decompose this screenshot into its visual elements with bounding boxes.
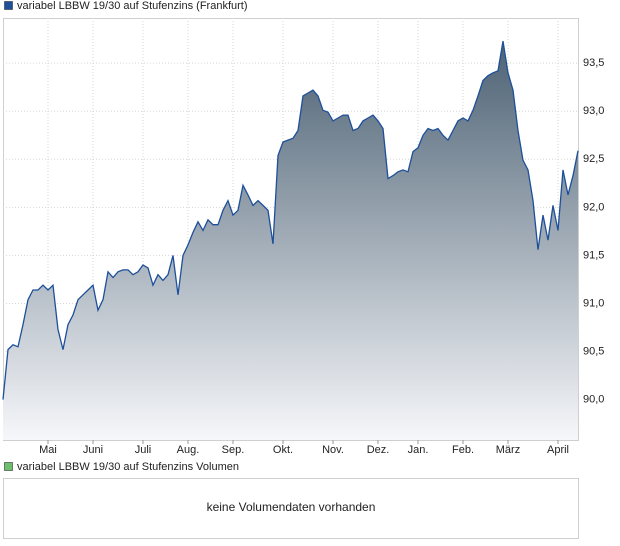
x-tick-label: Jan. [408, 444, 429, 456]
x-tick-label: Nov. [322, 444, 344, 456]
legend-label: variabel LBBW 19/30 auf Stufenzins Volum… [17, 461, 239, 473]
area-fill [3, 41, 578, 440]
legend-swatch [4, 462, 13, 471]
y-tick-label: 93,5 [583, 57, 604, 69]
legend-label: variabel LBBW 19/30 auf Stufenzins (Fran… [17, 0, 248, 12]
x-tick-label: Mai [39, 444, 57, 456]
y-tick-label: 90,5 [583, 345, 604, 357]
x-tick-label: Okt. [273, 444, 293, 456]
volume-frame [3, 478, 579, 539]
y-tick-label: 90,0 [583, 394, 604, 406]
x-tick-label: März [496, 444, 520, 456]
y-tick-label: 92,5 [583, 153, 604, 165]
x-tick-label: April [547, 444, 569, 456]
y-tick-label: 93,0 [583, 105, 604, 117]
x-tick-label: Aug. [177, 444, 200, 456]
x-tick-label: Juni [83, 444, 103, 456]
x-tick-label: Feb. [452, 444, 474, 456]
y-tick-label: 92,0 [583, 201, 604, 213]
x-tick-label: Sep. [222, 444, 245, 456]
y-tick-label: 91,5 [583, 249, 604, 261]
y-tick-label: 91,0 [583, 297, 604, 309]
x-tick-label: Dez. [367, 444, 390, 456]
price-line [2, 40, 579, 400]
empty-message: keine Volumendaten vorhanden [207, 500, 376, 514]
legend-swatch [4, 1, 13, 10]
x-tick-label: Juli [135, 444, 152, 456]
